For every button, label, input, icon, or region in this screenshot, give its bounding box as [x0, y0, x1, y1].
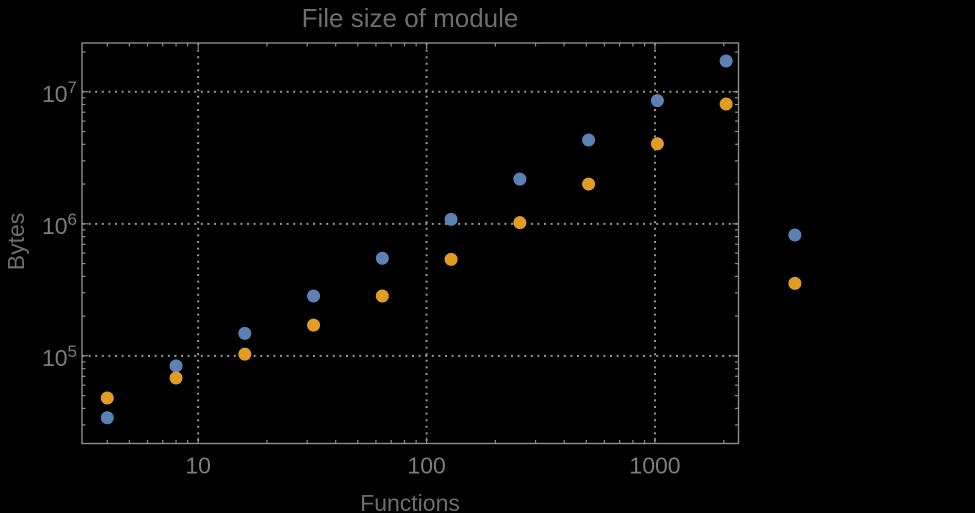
data-point-series-1-blue-x8: [169, 359, 183, 373]
data-point-series-1-blue-x4096: [788, 228, 802, 242]
data-point-series-1-blue-x64: [375, 251, 389, 265]
data-point-series-1-blue-x128: [444, 212, 458, 226]
data-point-series-1-blue-x1024: [650, 94, 664, 108]
data-point-series-2-orange-x2048: [719, 97, 733, 111]
data-point-series-2-orange-x128: [444, 252, 458, 266]
data-point-series-2-orange-x4096: [788, 276, 802, 290]
y-axis-label: Bytes: [3, 213, 29, 271]
plot-frame-layer: [81, 42, 740, 445]
chart-title: File size of module: [302, 3, 519, 33]
gridlines-layer: [82, 43, 739, 444]
data-point-series-2-orange-x1024: [650, 137, 664, 151]
data-point-series-2-orange-x8: [169, 371, 183, 385]
tick-labels-layer: 10 100 1000 105 106 107: [42, 78, 681, 479]
y-tick-label-10e7: 107: [42, 78, 77, 107]
data-points-layer: [100, 54, 802, 425]
x-tick-label-10: 10: [185, 453, 211, 479]
ticks-layer: [82, 43, 739, 444]
data-point-series-2-orange-x4: [100, 391, 114, 405]
data-point-series-1-blue-x4: [100, 411, 114, 425]
data-point-series-2-orange-x32: [307, 318, 321, 332]
data-point-series-2-orange-x64: [375, 289, 389, 303]
data-point-series-1-blue-x2048: [719, 54, 733, 68]
x-tick-label-1000: 1000: [629, 453, 680, 479]
data-point-series-2-orange-x16: [238, 347, 252, 361]
y-tick-label-10e5: 105: [42, 342, 77, 371]
plot-frame: [81, 42, 740, 445]
data-point-series-2-orange-x256: [513, 216, 527, 230]
data-point-series-1-blue-x256: [513, 172, 527, 186]
x-axis-label: Functions: [360, 490, 460, 513]
data-point-series-2-orange-x512: [582, 177, 596, 191]
x-tick-label-100: 100: [407, 453, 445, 479]
data-point-series-1-blue-x16: [238, 326, 252, 340]
y-tick-label-10e6: 106: [42, 210, 77, 239]
data-point-series-1-blue-x512: [582, 133, 596, 147]
data-point-series-1-blue-x32: [307, 289, 321, 303]
